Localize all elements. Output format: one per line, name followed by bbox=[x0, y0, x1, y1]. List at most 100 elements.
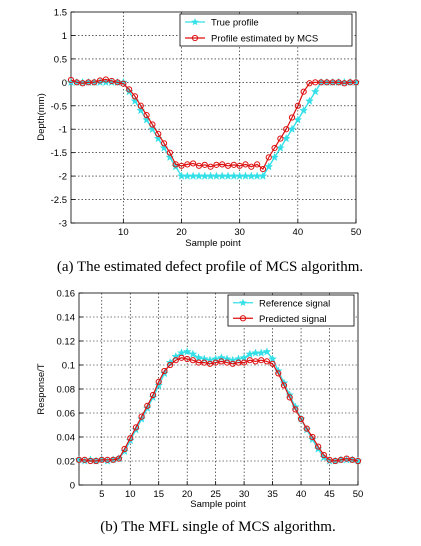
a-series-1-point bbox=[281, 134, 291, 143]
b-series-2-point bbox=[115, 455, 122, 462]
b-series-2-point bbox=[110, 456, 117, 463]
a-ytick-label: 1.5 bbox=[54, 8, 67, 19]
a-series-2-point bbox=[126, 86, 133, 93]
b-series-2-point bbox=[275, 370, 282, 377]
b-ytick-label: 0.12 bbox=[57, 337, 76, 348]
a-series-1-point bbox=[252, 171, 262, 180]
b-xtick-label: 30 bbox=[239, 489, 250, 500]
a-series-2-point bbox=[91, 79, 98, 86]
b-series-2-point bbox=[155, 378, 162, 385]
a-ytick-label: -2.5 bbox=[51, 195, 67, 206]
a-series-1-point bbox=[136, 105, 146, 115]
chart-profile-ticks: 10 20 30 40 50 -3 -2.5 -2 -1.5 -1 -0.5 0 0.5 1 1.5 bbox=[51, 8, 362, 239]
a-ytick-label: -1 bbox=[59, 125, 67, 136]
a-series-1-point bbox=[165, 152, 175, 162]
b-series-1-point bbox=[228, 355, 238, 364]
a-ytick-label: -3 bbox=[59, 219, 67, 230]
b-xtick-label: 25 bbox=[210, 489, 221, 500]
a-ytick-label: -2 bbox=[59, 172, 67, 183]
a-ytick-label: 0 bbox=[62, 78, 67, 89]
a-series-1-point bbox=[270, 152, 279, 162]
b-series-1-point bbox=[211, 354, 220, 363]
b-series-2-point bbox=[241, 359, 248, 366]
chart-profile-ylabel: Depth(mm) bbox=[36, 93, 47, 141]
a-series-2-point bbox=[248, 163, 255, 170]
a-legend-label: Profile estimated by MCS bbox=[211, 34, 318, 45]
b-series-1-point bbox=[245, 349, 255, 358]
a-series-1-point bbox=[200, 171, 210, 180]
b-series-2-point bbox=[286, 394, 293, 401]
b-series-2-point bbox=[343, 455, 350, 462]
b-series-2-point bbox=[132, 424, 140, 431]
b-series-2 bbox=[75, 354, 362, 465]
a-series-1-point bbox=[188, 171, 198, 180]
b-series-1-point bbox=[171, 352, 181, 361]
b-series-2-point bbox=[332, 457, 339, 465]
b-series-1-point bbox=[154, 380, 164, 390]
b-series-2-point bbox=[315, 443, 322, 450]
a-series-2-point bbox=[73, 79, 80, 86]
a-series-2-line bbox=[70, 78, 356, 171]
caption-a: (a) The estimated defect profile of MCS … bbox=[57, 259, 363, 275]
b-ytick-label: 0 bbox=[70, 481, 75, 492]
a-series-2-point bbox=[288, 114, 296, 121]
a-series-2-point bbox=[341, 80, 348, 87]
a-series-2-point bbox=[201, 161, 208, 168]
a-series-1-point bbox=[264, 162, 274, 171]
b-xtick-label: 15 bbox=[153, 489, 164, 500]
a-series-2-point bbox=[172, 161, 179, 168]
b-series-1-point bbox=[234, 354, 243, 363]
b-xtick-label: 45 bbox=[324, 489, 335, 500]
a-series-1-point bbox=[217, 171, 227, 180]
chart-profile-frame bbox=[70, 11, 357, 224]
a-series-2-point bbox=[155, 130, 162, 138]
b-series-2-point bbox=[218, 358, 225, 365]
a-series-2-point bbox=[149, 121, 156, 128]
b-series-2-point bbox=[337, 456, 345, 463]
b-legend-entry: Predicted signal bbox=[233, 314, 327, 325]
b-legend-marker bbox=[239, 315, 247, 322]
b-series-2-point bbox=[149, 391, 157, 399]
a-series-2-point bbox=[166, 149, 173, 156]
a-series-2-point bbox=[265, 154, 272, 161]
a-series-2-point bbox=[259, 165, 267, 173]
chart-mfl-signal-ticks: 5 10 15 20 25 30 35 40 45 50 0 0.02 0.04 0.06 0.08 0.1 0… bbox=[57, 289, 364, 501]
a-series-2-point bbox=[323, 79, 331, 86]
a-ytick-label: 1 bbox=[62, 31, 67, 42]
b-series-2-point bbox=[229, 360, 236, 367]
b-series-1-point bbox=[205, 355, 215, 364]
a-series-2-point bbox=[178, 162, 185, 169]
a-series-2-point bbox=[137, 102, 144, 109]
chart-mfl-signal-legend-entries: Reference signal Predicted signal bbox=[233, 298, 330, 325]
a-series-2-point bbox=[224, 162, 232, 169]
b-series-2-point bbox=[349, 456, 356, 463]
a-series-2-point bbox=[271, 144, 278, 152]
b-series-2-point bbox=[252, 358, 259, 365]
a-series-2-point bbox=[312, 79, 319, 86]
a-series-2-point bbox=[207, 163, 214, 170]
b-xtick-label: 20 bbox=[182, 489, 193, 500]
a-xtick-label: 10 bbox=[118, 227, 129, 238]
b-series-1-point bbox=[239, 353, 249, 362]
a-legend-entry: Profile estimated by MCS bbox=[185, 34, 318, 45]
b-series-1-point bbox=[217, 353, 226, 362]
chart-profile-xlabel: Sample point bbox=[185, 238, 241, 249]
a-series-2-point bbox=[131, 93, 139, 100]
b-ytick-label: 0.14 bbox=[57, 313, 76, 324]
a-series-2-point bbox=[277, 135, 284, 142]
a-series-2 bbox=[67, 76, 360, 173]
a-series-2-point bbox=[329, 79, 336, 86]
a-series-1-point bbox=[142, 115, 151, 124]
a-series-1-point bbox=[305, 96, 314, 105]
chart-mfl-signal-series bbox=[74, 347, 363, 465]
chart-profile-series bbox=[66, 76, 361, 180]
b-series-2-point bbox=[138, 413, 145, 420]
b-series-2-point bbox=[167, 361, 174, 369]
b-series-2-point bbox=[127, 435, 134, 442]
chart-mfl-signal-ylabel: Response/T bbox=[36, 363, 47, 414]
b-series-2-point bbox=[320, 451, 327, 459]
a-series-2-point bbox=[254, 161, 261, 168]
b-series-2-point bbox=[81, 456, 88, 463]
a-series-1-point bbox=[258, 171, 268, 180]
